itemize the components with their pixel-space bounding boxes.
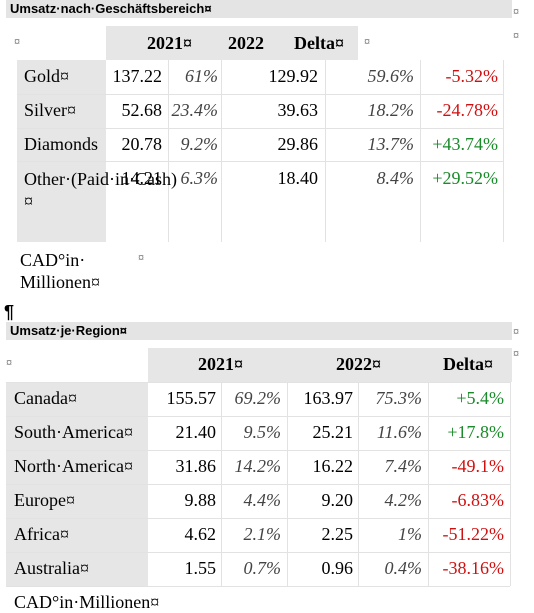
row-end-marker: ¤ — [364, 36, 371, 48]
value-2022: 39.63 — [277, 100, 319, 120]
share-2022: 8.4% — [376, 168, 415, 188]
section2-footnote: CAD°in·Millionen¤ — [14, 592, 160, 612]
share-2022: 13.7% — [367, 134, 415, 154]
header-cell-marker: ¤ — [14, 36, 21, 48]
value-2022: 0.96 — [321, 558, 354, 578]
row-label: Africa¤ — [14, 524, 69, 544]
header-cell-marker: ¤ — [6, 357, 13, 369]
delta-value: -6.83% — [451, 490, 505, 510]
row-end-marker: ¤ — [513, 348, 520, 360]
delta-value: +17.8% — [447, 422, 504, 442]
value-2021: 20.78 — [121, 134, 163, 154]
value-2022: 16.22 — [312, 456, 354, 476]
paragraph-mark: ¶ — [4, 302, 15, 322]
value-2021: 1.55 — [184, 558, 217, 578]
value-2022: 129.92 — [268, 66, 319, 86]
section1-header-2021: 2021¤ — [147, 33, 192, 53]
delta-value: -49.1% — [451, 456, 505, 476]
share-2022: 7.4% — [384, 456, 423, 476]
section1-title: Umsatz·nach·Geschäftsbereich¤ — [6, 0, 512, 18]
value-2022: 163.97 — [303, 388, 354, 408]
value-2021: 4.62 — [184, 524, 217, 544]
delta-value: +29.52% — [432, 168, 498, 188]
section1-footnote-line1: CAD°in· — [20, 250, 86, 270]
row-label: Diamonds — [24, 134, 98, 154]
share-2022: 75.3% — [375, 388, 423, 408]
section1-header-2022: 2022 — [228, 33, 264, 53]
value-2022: 25.21 — [312, 422, 354, 442]
value-2022: 2.25 — [321, 524, 354, 544]
section2-header-delta: Delta¤ — [443, 354, 493, 374]
section2-title: Umsatz·je·Region¤ — [6, 322, 512, 340]
delta-value: -5.32% — [445, 66, 499, 86]
value-2022: 18.40 — [277, 168, 319, 188]
share-2022: 4.2% — [384, 490, 423, 510]
end-of-cell-marker: ¤ — [513, 6, 520, 18]
share-2021: 6.3% — [180, 168, 219, 188]
share-2021: 14.2% — [234, 456, 282, 476]
section1-footnote-line2: Millionen¤ — [20, 272, 100, 292]
section1-label-column-background — [17, 60, 106, 242]
cell-marker: ¤ — [138, 252, 145, 264]
share-2022: 18.2% — [367, 100, 415, 120]
row-label: Europe¤ — [14, 490, 75, 510]
section1-header-delta: Delta¤ — [294, 33, 344, 53]
value-2022: 9.20 — [321, 490, 354, 510]
row-label: Australia¤ — [14, 558, 89, 578]
row-end-marker: ¤ — [513, 30, 520, 42]
value-2022: 29.86 — [277, 134, 319, 154]
share-2021: 23.4% — [171, 100, 219, 120]
delta-value: -38.16% — [442, 558, 505, 578]
value-2021: 21.40 — [175, 422, 217, 442]
share-2021: 9.2% — [180, 134, 219, 154]
delta-value: -24.78% — [436, 100, 499, 120]
share-2021: 61% — [185, 66, 218, 86]
row-label: North·America¤ — [14, 456, 133, 476]
delta-value: +5.4% — [456, 388, 504, 408]
share-2022: 11.6% — [376, 422, 422, 442]
value-2021: 137.22 — [112, 66, 163, 86]
delta-value: -51.22% — [442, 524, 505, 544]
share-2021: 2.1% — [243, 524, 282, 544]
share-2021: 69.2% — [234, 388, 282, 408]
section2-header-2021: 2021¤ — [198, 354, 243, 374]
row-label: Other·(Paid·in·Cash)¤ — [24, 169, 177, 211]
section1-header-background — [106, 26, 358, 60]
share-2021: 9.5% — [243, 422, 282, 442]
value-2021: 155.57 — [166, 388, 217, 408]
delta-value: +43.74% — [432, 134, 498, 154]
end-of-cell-marker: ¤ — [513, 326, 520, 338]
share-2021: 0.7% — [243, 558, 282, 578]
value-2021: 52.68 — [121, 100, 163, 120]
row-label: Canada¤ — [14, 388, 77, 408]
share-2022: 0.4% — [384, 558, 423, 578]
value-2021: 31.86 — [175, 456, 217, 476]
share-2022: 1% — [398, 524, 422, 544]
share-2022: 59.6% — [367, 66, 415, 86]
value-2021: 14.21 — [121, 168, 163, 188]
section2-header-background — [148, 348, 512, 382]
row-label: South·America¤ — [14, 422, 133, 442]
value-2021: 9.88 — [184, 490, 217, 510]
share-2021: 4.4% — [243, 490, 282, 510]
section2-header-2022: 2022¤ — [336, 354, 381, 374]
row-label: Gold¤ — [24, 66, 69, 86]
row-label: Silver¤ — [24, 100, 76, 120]
